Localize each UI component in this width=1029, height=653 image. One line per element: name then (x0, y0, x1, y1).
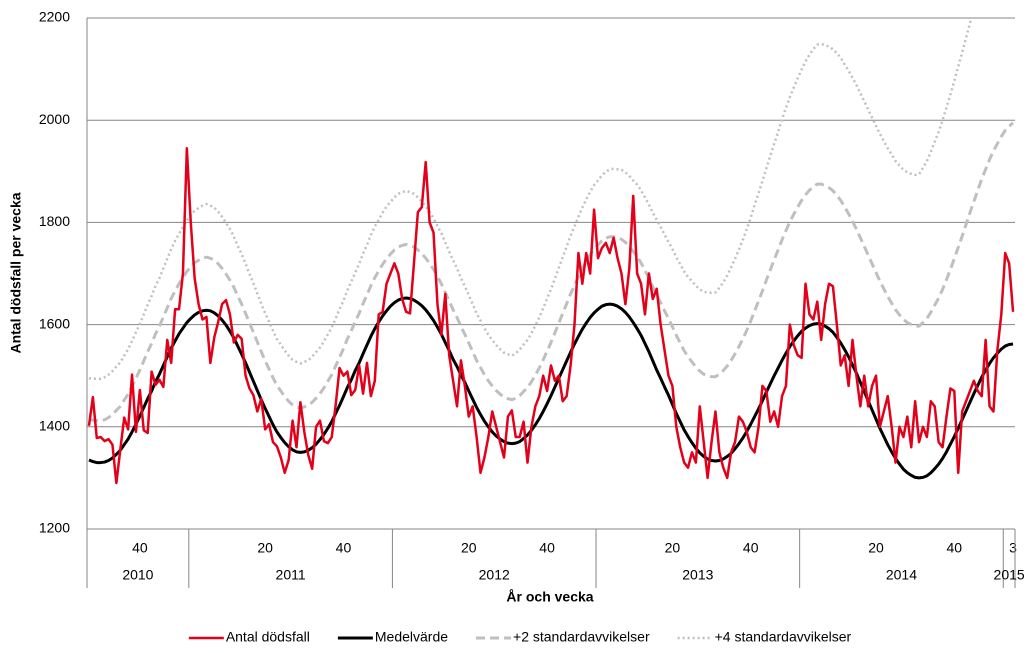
x-tick-label: 40 (743, 540, 759, 556)
y-axis-title: Antal dödsfall per vecka (8, 192, 24, 353)
y-tick-label: 1600 (39, 315, 70, 331)
x-tick-label: 40 (336, 540, 352, 556)
series-line (88, 121, 1015, 423)
y-tick-label: 2000 (39, 111, 70, 127)
legend-label: Antal dödsfall (226, 629, 310, 645)
x-tick-label: 40 (132, 540, 148, 556)
series-line (87, 147, 1015, 485)
x-tick-label: 3 (1009, 540, 1017, 556)
x-tick-label: 20 (665, 540, 681, 556)
x-group-label: 2015 (994, 567, 1025, 583)
x-tick-label: 40 (539, 540, 555, 556)
series-line (88, 18, 973, 381)
x-tick-label: 20 (257, 540, 273, 556)
legend-label: +4 standardavvikelser (715, 629, 852, 645)
y-tick-label: 2200 (39, 9, 70, 25)
x-group-label: 2013 (682, 567, 713, 583)
y-tick-label: 1200 (39, 520, 70, 536)
x-tick-label: 20 (461, 540, 477, 556)
x-group-label: 2012 (479, 567, 510, 583)
y-tick-label: 1800 (39, 213, 70, 229)
x-group-label: 2014 (886, 567, 917, 583)
plot-area (87, 18, 1015, 485)
legend-label: +2 standardavvikelser (513, 629, 650, 645)
x-tick-label: 40 (947, 540, 963, 556)
y-tick-label: 1400 (39, 418, 70, 434)
x-group-label: 2010 (122, 567, 153, 583)
x-group-label: 2011 (276, 567, 306, 583)
x-tick-label: 20 (868, 540, 884, 556)
x-axis-title: År och vecka (506, 589, 593, 605)
legend-label: Medelvärde (375, 629, 448, 645)
legend: Antal dödsfall Medelvärde +2 standardavvik… (188, 629, 852, 645)
